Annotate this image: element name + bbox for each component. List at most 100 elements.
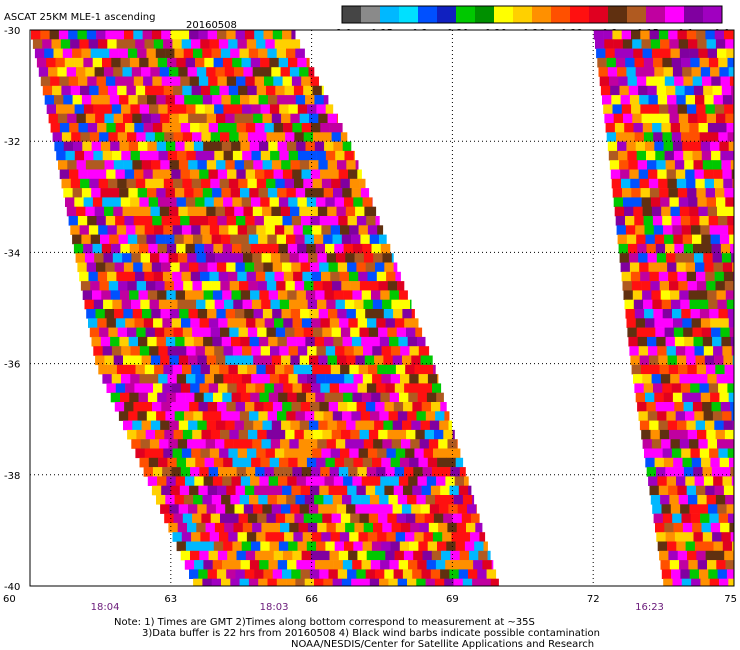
swath-cell	[133, 30, 143, 40]
swath-cell	[717, 123, 727, 133]
note-line-2: 3)Data buffer is 22 hrs from 20160508 4)…	[142, 628, 600, 639]
swath-cell	[356, 569, 366, 579]
swath-cell	[75, 253, 86, 263]
swath-cell	[648, 169, 658, 180]
swath-cell	[51, 39, 62, 49]
swath-cell	[231, 290, 242, 300]
swath-cell	[401, 504, 412, 514]
swath-cell	[667, 95, 677, 105]
swath-cell	[710, 67, 720, 77]
swath-cell	[253, 355, 263, 366]
swath-cell	[661, 48, 671, 59]
swath-cell	[213, 457, 224, 468]
swath-cell	[219, 178, 230, 189]
swath-cell	[433, 513, 444, 524]
swath-cell	[239, 578, 250, 587]
swath-cell	[284, 85, 295, 96]
swath-cell	[255, 318, 265, 328]
swath-cell	[216, 262, 227, 273]
swath-cell	[413, 550, 423, 561]
swath-cell	[332, 411, 343, 421]
swath-cell	[211, 48, 222, 59]
swath-cell	[611, 178, 622, 189]
swath-cell	[123, 262, 134, 273]
swath-cell	[264, 123, 275, 133]
swath-cell	[210, 429, 221, 440]
swath-cell	[325, 541, 335, 552]
swath-cell	[343, 392, 353, 403]
swath-cell	[235, 569, 246, 579]
swath-cell	[669, 429, 679, 440]
swath-cell	[289, 299, 299, 310]
swath-cell	[693, 160, 704, 170]
y-axis: -30-32-34-36-38-40	[4, 26, 20, 593]
swath-cell	[279, 457, 289, 468]
swath-cell	[76, 67, 86, 77]
swath-cell	[177, 346, 187, 356]
swath-cell	[211, 578, 222, 587]
swath-cell	[691, 67, 702, 77]
swath-cell	[352, 560, 362, 570]
swath-cell	[336, 504, 347, 514]
swath-cell	[333, 141, 343, 152]
swath-cell	[668, 485, 678, 496]
swath-cell	[337, 309, 347, 319]
swath-cell	[329, 550, 340, 561]
swath-cell	[99, 327, 109, 338]
swath-cell	[447, 522, 457, 533]
swath-cell	[133, 402, 143, 412]
swath-cell	[650, 197, 661, 207]
swath-cell	[468, 485, 472, 496]
swath-cell	[641, 197, 652, 207]
swath-cell	[74, 150, 85, 161]
swath-cell	[712, 336, 722, 347]
swath-cell	[209, 39, 220, 49]
swath-cell	[213, 541, 224, 552]
swath-cell	[106, 123, 116, 133]
swath-cell	[113, 67, 123, 77]
swath-cell	[319, 262, 329, 273]
swath-cell	[98, 39, 108, 49]
swath-cell	[204, 57, 214, 68]
swath-cell	[98, 178, 109, 189]
swath-cell	[725, 197, 735, 207]
swath-cell	[113, 355, 124, 366]
swath-cell	[606, 57, 617, 68]
swath-cell	[731, 85, 735, 96]
swath-cell	[105, 262, 115, 273]
swath-cell	[199, 467, 209, 477]
swath-cell	[375, 485, 385, 496]
swath-cell	[324, 392, 335, 403]
swath-cell	[226, 485, 236, 496]
swath-cell	[605, 48, 615, 59]
swath-cell	[225, 504, 235, 514]
swath-cell	[238, 85, 248, 96]
swath-cell	[220, 281, 230, 291]
swath-cell	[436, 392, 444, 403]
colorbar-swatch	[684, 6, 704, 23]
swath-cell	[83, 57, 93, 68]
swath-cell	[286, 578, 296, 587]
swath-cell	[699, 383, 710, 393]
swath-cell	[701, 234, 711, 245]
swath-cell	[663, 225, 673, 235]
swath-cell	[225, 160, 235, 170]
swath-cell	[406, 429, 416, 440]
swath-cell	[666, 476, 677, 486]
swath-cell	[216, 160, 226, 170]
swath-cell	[88, 39, 99, 49]
swath-cell	[106, 383, 117, 393]
swath-cell	[428, 522, 439, 533]
swath-cell	[188, 160, 198, 170]
swath-cell	[111, 197, 122, 207]
swath-cell	[247, 513, 258, 524]
swath-cell	[726, 299, 735, 310]
swath-cell	[679, 290, 689, 300]
swath-cell	[285, 281, 296, 291]
swath-cell	[455, 541, 466, 552]
swath-cell	[91, 188, 101, 198]
swath-cell	[616, 225, 627, 235]
swath-cell	[111, 57, 121, 68]
swath-cell	[113, 113, 124, 124]
swath-cell	[192, 132, 202, 142]
